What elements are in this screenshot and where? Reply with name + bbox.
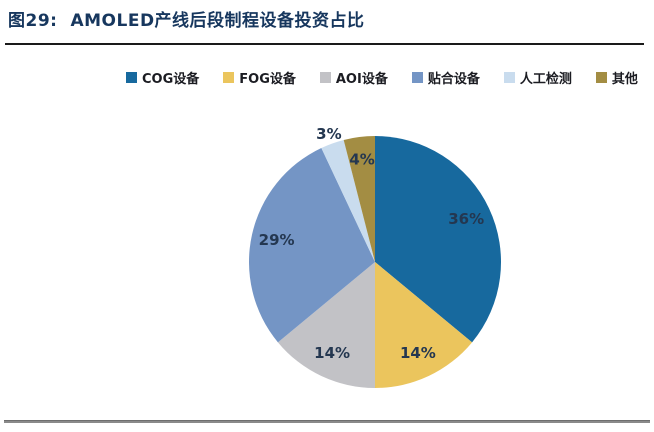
chart-legend: COG设备 FOG设备 AOI设备 贴合设备 人工检测 其他	[126, 68, 638, 87]
legend-item-COG设备: COG设备	[126, 68, 199, 87]
bottom-divider	[4, 420, 650, 423]
pie-value-label-COG设备: 36%	[448, 210, 484, 228]
figure-title-text: AMOLED产线后段制程设备投资占比	[70, 11, 365, 31]
legend-swatch-icon	[411, 72, 423, 83]
pie-value-label-人工检测: 3%	[316, 125, 341, 143]
pie-slice-AOI设备	[277, 262, 375, 388]
pie-value-label-贴合设备: 29%	[259, 231, 295, 249]
pie-value-label-FOG设备: 14%	[400, 344, 436, 362]
legend-swatch-icon	[223, 72, 235, 83]
legend-swatch-icon	[319, 72, 331, 83]
legend-label: COG设备	[142, 72, 200, 87]
legend-item-贴合设备: 贴合设备	[411, 68, 480, 87]
figure-title: 图29: AMOLED产线后段制程设备投资占比	[8, 6, 365, 31]
legend-swatch-icon	[126, 72, 137, 83]
legend-label: AOI设备	[335, 72, 388, 87]
legend-item-AOI设备: AOI设备	[319, 68, 388, 87]
pie-slice-其他	[343, 136, 375, 262]
title-divider	[5, 43, 644, 45]
pie-value-label-AOI设备: 14%	[314, 344, 350, 362]
figure-number-label: 图29:	[8, 11, 58, 31]
legend-label: FOG设备	[239, 72, 296, 87]
legend-label: 人工检测	[519, 72, 572, 87]
pie-slice-人工检测	[321, 139, 375, 262]
legend-swatch-icon	[595, 72, 607, 83]
pie-slice-贴合设备	[248, 147, 375, 343]
legend-item-FOG设备: FOG设备	[223, 68, 296, 87]
pie-slice-FOG设备	[375, 262, 473, 388]
legend-item-其他: 其他	[595, 68, 638, 87]
legend-label: 贴合设备	[427, 72, 480, 87]
pie-value-label-其他: 4%	[349, 151, 374, 169]
legend-swatch-icon	[503, 72, 515, 83]
pie-slice-COG设备	[375, 136, 501, 343]
pie-chart: 36% 14% 14% 29% 3% 4%	[248, 125, 501, 388]
legend-item-人工检测: 人工检测	[503, 68, 572, 87]
legend-label: 其他	[611, 72, 638, 87]
